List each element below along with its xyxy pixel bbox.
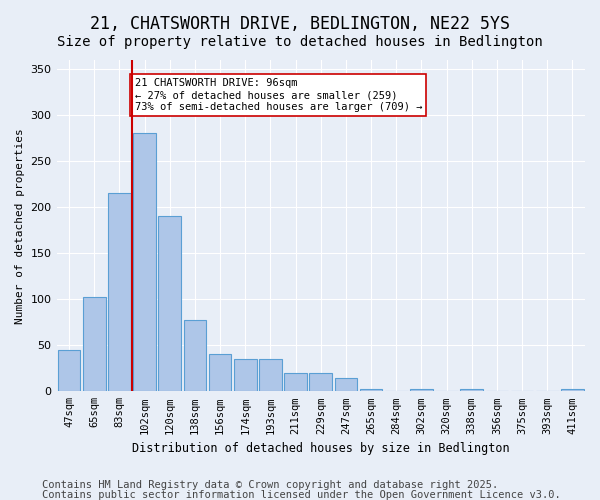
Bar [83,298,106,392]
Bar [460,390,483,392]
Bar [335,378,357,392]
Text: 21, CHATSWORTH DRIVE, BEDLINGTON, NE22 5YS: 21, CHATSWORTH DRIVE, BEDLINGTON, NE22 5… [90,15,510,33]
Bar [284,373,307,392]
Bar [209,354,232,392]
Bar [561,390,584,392]
Text: Size of property relative to detached houses in Bedlington: Size of property relative to detached ho… [57,35,543,49]
Bar [234,359,257,392]
Bar [133,132,156,392]
Text: 21 CHATSWORTH DRIVE: 96sqm
← 27% of detached houses are smaller (259)
73% of sem: 21 CHATSWORTH DRIVE: 96sqm ← 27% of deta… [134,78,422,112]
Bar [58,350,80,392]
Bar [259,359,282,392]
Bar [360,388,382,392]
Bar [158,216,181,392]
Bar [108,194,131,392]
Text: Contains HM Land Registry data © Crown copyright and database right 2025.: Contains HM Land Registry data © Crown c… [42,480,498,490]
Y-axis label: Number of detached properties: Number of detached properties [15,128,25,324]
Text: Contains public sector information licensed under the Open Government Licence v3: Contains public sector information licen… [42,490,561,500]
Bar [310,373,332,392]
Bar [410,388,433,392]
X-axis label: Distribution of detached houses by size in Bedlington: Distribution of detached houses by size … [132,442,509,455]
Bar [184,320,206,392]
